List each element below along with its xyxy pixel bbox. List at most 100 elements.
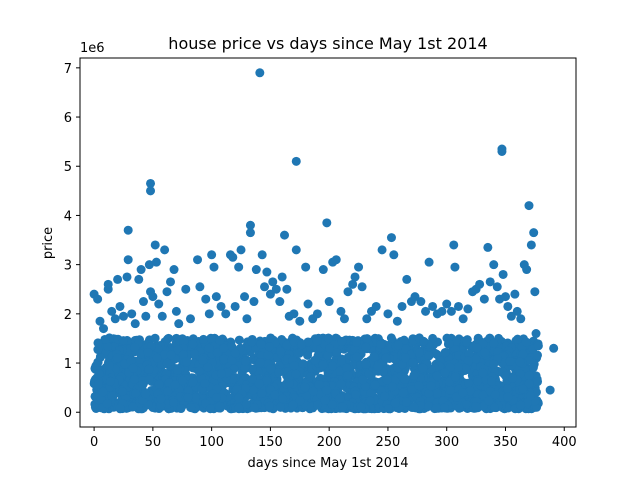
data-point-29 [160,245,170,255]
data-point-67 [282,284,292,294]
data-point-26 [151,257,161,267]
band-point-2450 [505,356,515,366]
band-point-2393 [215,401,225,411]
data-point-16 [134,274,144,284]
data-point-45 [221,309,231,319]
band-point-2513 [324,333,334,343]
band-point-2214 [198,334,208,344]
y-tick-label-2: 2 [64,308,72,323]
data-point-76 [312,309,322,319]
x-tick-label-4: 200 [317,435,342,450]
band-point-2574 [98,387,108,397]
band-point-2591 [294,348,304,358]
data-point-35 [181,284,191,294]
data-point-92 [377,245,387,255]
data-point-137 [530,287,540,297]
band-point-1863 [462,337,472,347]
band-point-2464 [515,357,525,367]
band-point-2152 [176,404,186,414]
data-point-56 [251,265,261,275]
data-point-58 [257,250,267,260]
band-point-2035 [188,339,198,349]
band-point-2504 [380,391,390,401]
band-point-2597 [393,340,403,350]
band-point-2387 [451,336,461,346]
band-point-2437 [484,396,494,406]
band-point-2567 [310,355,320,365]
band-point-2534 [297,340,307,350]
band-point-2368 [138,380,148,390]
band-point-2274 [128,402,138,412]
plot-frame [79,57,577,428]
x-tick-label-1: 50 [145,435,162,450]
band-point-2536 [216,369,226,379]
band-point-2414 [266,364,276,374]
band-point-2516 [104,361,114,371]
band-point-2275 [533,377,543,387]
band-point-2193 [188,377,198,387]
band-point-253 [234,335,244,345]
band-point-1887 [219,343,229,353]
band-point-2535 [94,369,104,379]
band-point-2522 [489,359,499,369]
band-point-2576 [502,383,512,393]
data-point-50 [236,245,246,255]
band-point-2553 [414,348,424,358]
band-point-2454 [463,356,473,366]
band-point-2538 [473,377,483,387]
band-point-2543 [276,402,286,412]
x-tick-label-6: 300 [434,435,459,450]
band-point-2440 [480,348,490,358]
band-point-2273 [364,369,374,379]
band-point-2540 [418,363,428,373]
band-point-2520 [128,363,138,373]
band-point-2526 [471,402,481,411]
band-point-2200 [370,380,380,390]
data-point-81 [331,255,341,265]
band-point-2236 [190,349,200,359]
band-point-1815 [298,359,308,369]
band-point-2325 [464,378,474,388]
data-point-74 [303,299,313,309]
data-point-117 [479,294,489,304]
band-point-1542 [446,385,456,395]
band-point-2443 [264,342,274,352]
band-point-2204 [335,393,345,403]
data-point-55 [249,297,259,307]
data-point-110 [450,262,460,272]
band-point-2592 [454,403,464,413]
band-point-2579 [230,348,240,358]
band-point-2066 [295,396,305,406]
band-point-2336 [408,357,418,367]
band-point-2557 [390,398,400,408]
data-point-94 [386,233,396,243]
band-point-2285 [356,402,366,412]
data-point-11 [122,272,132,282]
band-point-2417 [247,337,257,347]
data-point-79 [324,297,334,307]
band-point-1781 [323,351,333,361]
band-point-2554 [352,352,362,362]
band-point-2580 [314,380,324,390]
band-point-2533 [270,390,280,400]
data-point-30 [162,287,172,297]
data-point-98 [402,274,412,284]
data-point-107 [442,299,452,309]
band-point-2329 [432,388,442,398]
data-point-40 [204,309,214,319]
data-point-73 [301,262,311,272]
data-point-129 [510,289,520,299]
band-point-2114 [522,398,532,408]
y-axis: 0 1 2 3 4 5 6 7 [64,62,80,421]
band-point-2578 [419,336,428,346]
x-tick-label-5: 250 [376,435,401,450]
band-point-2424 [409,402,419,412]
data-point-140 [545,385,555,395]
band-point-2596 [289,361,299,371]
data-point-69 [289,309,299,319]
data-point-125 [498,269,508,279]
band-point-2251 [524,371,534,381]
band-point-2561 [107,391,117,401]
band-point-2497 [182,357,192,367]
